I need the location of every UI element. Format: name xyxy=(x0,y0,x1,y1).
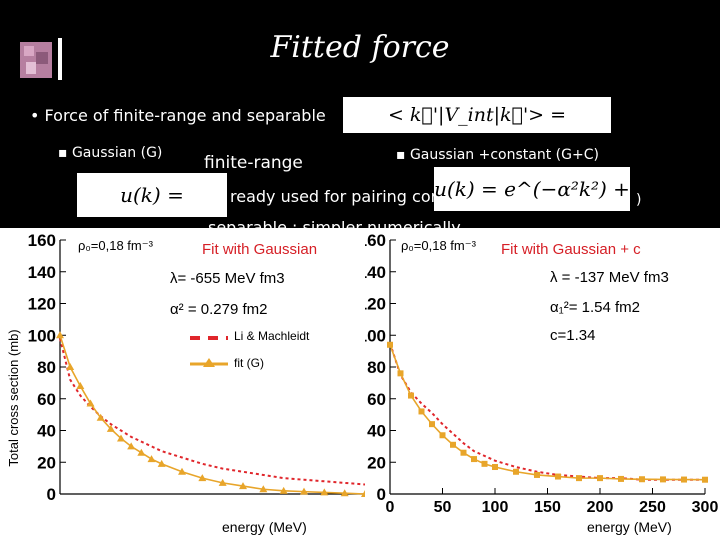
data-point xyxy=(618,475,624,482)
x-axis-label: energy (MeV) xyxy=(587,519,672,535)
x-tick-label: 50 xyxy=(434,499,452,516)
legend-fit: fit (G) xyxy=(234,356,264,370)
x-axis-label: energy (MeV) xyxy=(222,519,307,535)
hidden-finite-range: finite-range xyxy=(204,153,303,173)
density-label: ρ₀=0,18 fm⁻³ xyxy=(78,238,154,253)
data-point xyxy=(300,487,308,495)
data-point xyxy=(387,341,393,348)
data-point xyxy=(279,486,288,494)
data-point xyxy=(439,432,446,439)
data-point xyxy=(660,476,666,483)
data-point xyxy=(137,448,146,456)
sub-bullet-gaussian-constant: ▪ Gaussian +constant (G+C) xyxy=(396,147,599,163)
data-point xyxy=(340,489,349,497)
data-point xyxy=(86,399,95,407)
data-point xyxy=(259,485,268,493)
data-point xyxy=(555,473,561,480)
hidden-separable: separable : simpler numerically xyxy=(208,218,461,230)
data-point xyxy=(56,331,64,339)
data-point xyxy=(117,434,125,442)
y-tick-label: 40 xyxy=(37,422,56,441)
formula-gaussian-constant: u(k) = e^(−α²k²) + c xyxy=(434,167,630,245)
y-tick-label: 80 xyxy=(37,358,56,377)
hidden-pairing-tail: ) xyxy=(636,192,642,208)
fit-title: Fit with Gaussian + c xyxy=(501,241,641,258)
data-point xyxy=(218,478,227,486)
logo-icon xyxy=(20,42,52,78)
data-point xyxy=(597,475,603,482)
data-point xyxy=(460,449,467,456)
data-point xyxy=(178,467,186,475)
slide-title: Fitted force xyxy=(270,30,450,65)
data-point xyxy=(106,424,115,432)
data-point xyxy=(127,442,136,450)
formula-gaussian: u(k) = e^(−α²k²) xyxy=(77,173,227,251)
legend-marker-fit xyxy=(203,358,215,367)
data-point xyxy=(513,468,519,475)
y-tick-label: 160 xyxy=(28,231,56,250)
x-tick-label: 150 xyxy=(534,499,561,516)
formula-main: < k⃗'|V_int|k⃗'> = λu(k)u(k') xyxy=(343,97,611,162)
y-tick-label: 120 xyxy=(28,295,56,314)
y-tick-label: 160 xyxy=(365,231,386,250)
x-tick-label: 0 xyxy=(386,499,395,516)
legend-li: Li & Machleidt xyxy=(234,329,310,343)
chart-left: Total cross section (mb) 0 20 40 60 80 100 120… xyxy=(0,228,365,540)
data-point xyxy=(66,363,75,370)
sub-bullet-gaussian: ▪ Gaussian (G) xyxy=(58,145,163,161)
y-tick-label: 100 xyxy=(365,326,386,345)
x-tick-label: 250 xyxy=(639,499,666,516)
data-point xyxy=(320,488,329,496)
alpha-label: α₁²= 1.54 fm2 xyxy=(550,299,640,316)
y-tick-label: 80 xyxy=(367,358,386,377)
y-tick-label: 20 xyxy=(37,453,56,472)
data-point xyxy=(361,490,365,497)
bullet-main: • Force of finite-range and separable xyxy=(30,106,326,125)
data-point xyxy=(157,459,166,467)
data-point xyxy=(239,482,247,490)
data-point xyxy=(471,456,477,463)
data-point xyxy=(96,413,105,421)
data-point xyxy=(418,408,425,415)
y-tick-label: 140 xyxy=(28,263,56,282)
y-tick-label: 40 xyxy=(367,422,386,441)
y-axis-label: Total cross section (mb) xyxy=(6,329,21,466)
y-tick-label: 120 xyxy=(365,295,386,314)
data-point xyxy=(681,476,687,483)
y-tick-label: 100 xyxy=(28,326,56,345)
data-point xyxy=(408,392,414,399)
x-tick-label: 300 xyxy=(692,499,719,516)
data-point xyxy=(492,464,498,471)
x-tick-label: 100 xyxy=(482,499,509,516)
data-point xyxy=(450,441,456,448)
x-tick-label: 200 xyxy=(587,499,614,516)
c-label: c=1.34 xyxy=(550,327,595,344)
y-tick-label: 0 xyxy=(377,485,386,504)
y-tick-label: 60 xyxy=(37,390,56,409)
data-point xyxy=(702,476,708,483)
hidden-pairing-text: ready used for pairing corr xyxy=(230,187,444,206)
y-tick-label: 60 xyxy=(367,390,386,409)
data-point xyxy=(76,382,85,390)
density-label: ρ₀=0,18 fm⁻³ xyxy=(401,238,477,253)
data-point xyxy=(576,475,582,482)
data-point xyxy=(198,474,207,482)
data-point xyxy=(639,476,645,483)
y-tick-label: 0 xyxy=(47,485,56,504)
data-point xyxy=(429,421,435,428)
y-tick-label: 20 xyxy=(367,453,386,472)
data-point xyxy=(534,471,540,478)
data-point xyxy=(147,455,156,463)
fit-title: Fit with Gaussian xyxy=(202,241,317,258)
title-divider xyxy=(58,38,62,80)
alpha-label: α² = 0.279 fm2 xyxy=(170,301,267,318)
data-point xyxy=(397,370,404,377)
lambda-label: λ= -655 MeV fm3 xyxy=(170,270,285,287)
chart-right: 0 20 40 60 80 100 120 140 160 0 50 100 150 200 250 300… xyxy=(365,228,720,540)
y-tick-label: 140 xyxy=(365,263,386,282)
series-line-1 xyxy=(389,342,705,481)
lambda-label: λ = -137 MeV fm3 xyxy=(550,269,669,286)
data-point xyxy=(481,460,488,467)
